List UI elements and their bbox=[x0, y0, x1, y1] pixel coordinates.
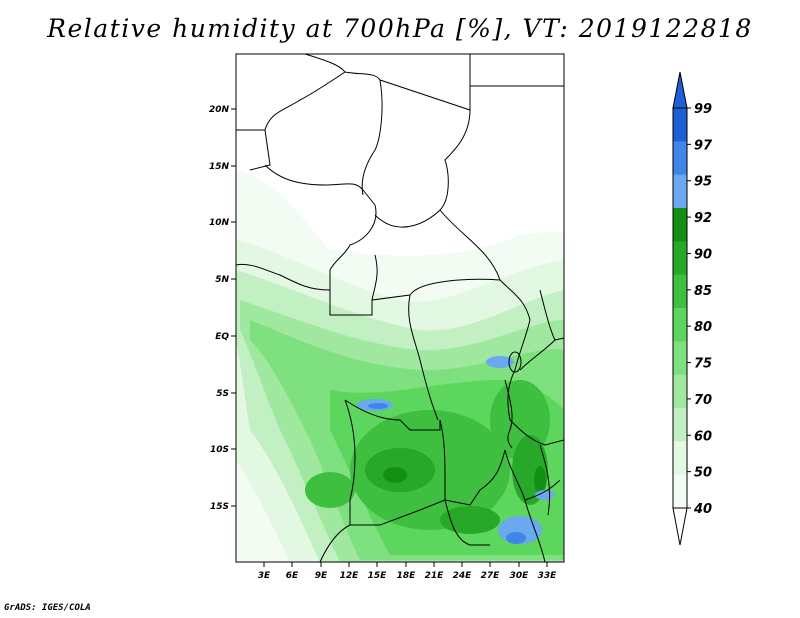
colorbar-label-92: 92 bbox=[694, 211, 712, 226]
lat-label-5s: 5S bbox=[216, 389, 229, 399]
colorbar-segment-40 bbox=[673, 474, 687, 509]
colorbar-segment-97 bbox=[673, 141, 687, 176]
lon-label-9e: 9E bbox=[315, 571, 328, 581]
longitude-axis: 3E 6E 9E 12E 15E 18E 21E 24E 27E 30E 33E bbox=[258, 562, 557, 581]
colorbar-label-75: 75 bbox=[694, 357, 712, 372]
colorbar-bottom-triangle bbox=[672, 507, 688, 546]
lakes bbox=[504, 351, 551, 516]
humidity-92-region bbox=[383, 467, 407, 483]
lon-label-33e: 33E bbox=[538, 571, 558, 581]
lon-label-6e: 6E bbox=[286, 571, 299, 581]
lat-label-10s: 10S bbox=[210, 445, 229, 455]
colorbar-segment-75 bbox=[673, 341, 687, 376]
humidity-97-region bbox=[368, 403, 388, 409]
humidity-field bbox=[236, 54, 564, 562]
colorbar-label-97: 97 bbox=[694, 138, 713, 153]
colorbar-label-85: 85 bbox=[694, 284, 712, 299]
colorbar-label-90: 90 bbox=[694, 247, 712, 262]
lat-label-10n: 10N bbox=[209, 218, 230, 228]
colorbar-segment-99 bbox=[673, 108, 687, 142]
lon-label-30e: 30E bbox=[510, 571, 530, 581]
colorbar-labels: 99 97 95 92 90 85 80 75 70 60 50 40 bbox=[687, 102, 713, 517]
lat-label-5n: 5N bbox=[215, 275, 229, 285]
colorbar-segment-60 bbox=[673, 408, 687, 442]
lat-label-15s: 15S bbox=[210, 502, 229, 512]
colorbar-segment-95 bbox=[673, 174, 687, 209]
lat-label-20n: 20N bbox=[209, 105, 230, 115]
lat-label-eq: EQ bbox=[215, 332, 229, 342]
lon-label-18e: 18E bbox=[397, 571, 417, 581]
lat-label-15n: 15N bbox=[209, 162, 230, 172]
colorbar-label-50: 50 bbox=[694, 466, 712, 481]
colorbar-segment-92 bbox=[673, 208, 687, 242]
country-borders bbox=[236, 54, 564, 562]
lon-label-12e: 12E bbox=[340, 571, 360, 581]
colorbar-segment-70 bbox=[673, 374, 687, 409]
lon-label-15e: 15E bbox=[368, 571, 388, 581]
colorbar-label-60: 60 bbox=[694, 429, 712, 444]
colorbar-segment-90 bbox=[673, 241, 687, 276]
colorbar-label-80: 80 bbox=[694, 320, 712, 335]
colorbar-label-95: 95 bbox=[694, 175, 712, 190]
colorbar-top-triangle bbox=[672, 71, 688, 109]
colorbar-label-40: 40 bbox=[693, 502, 712, 517]
colorbar-segment-80 bbox=[673, 308, 687, 342]
grads-credit: GrADS: IGES/COLA bbox=[4, 603, 91, 613]
lon-label-24e: 24E bbox=[453, 571, 473, 581]
colorbar-segments bbox=[673, 108, 687, 509]
colorbar-segment-50 bbox=[673, 441, 687, 476]
colorbar-segment-85 bbox=[673, 274, 687, 309]
lon-label-27e: 27E bbox=[481, 571, 501, 581]
map-title: Relative humidity at 700hPa [%], VT: 201… bbox=[47, 14, 753, 43]
colorbar: 99 97 95 92 90 85 80 75 70 60 50 40 bbox=[672, 71, 713, 546]
map-frame bbox=[235, 53, 565, 563]
colorbar-label-70: 70 bbox=[694, 393, 712, 408]
lon-label-21e: 21E bbox=[425, 571, 445, 581]
colorbar-label-99: 99 bbox=[694, 102, 712, 117]
latitude-axis: 20N 15N 10N 5N EQ 5S 10S 15S bbox=[209, 105, 236, 512]
lon-label-3e: 3E bbox=[258, 571, 271, 581]
colorbar-frame bbox=[672, 107, 688, 509]
